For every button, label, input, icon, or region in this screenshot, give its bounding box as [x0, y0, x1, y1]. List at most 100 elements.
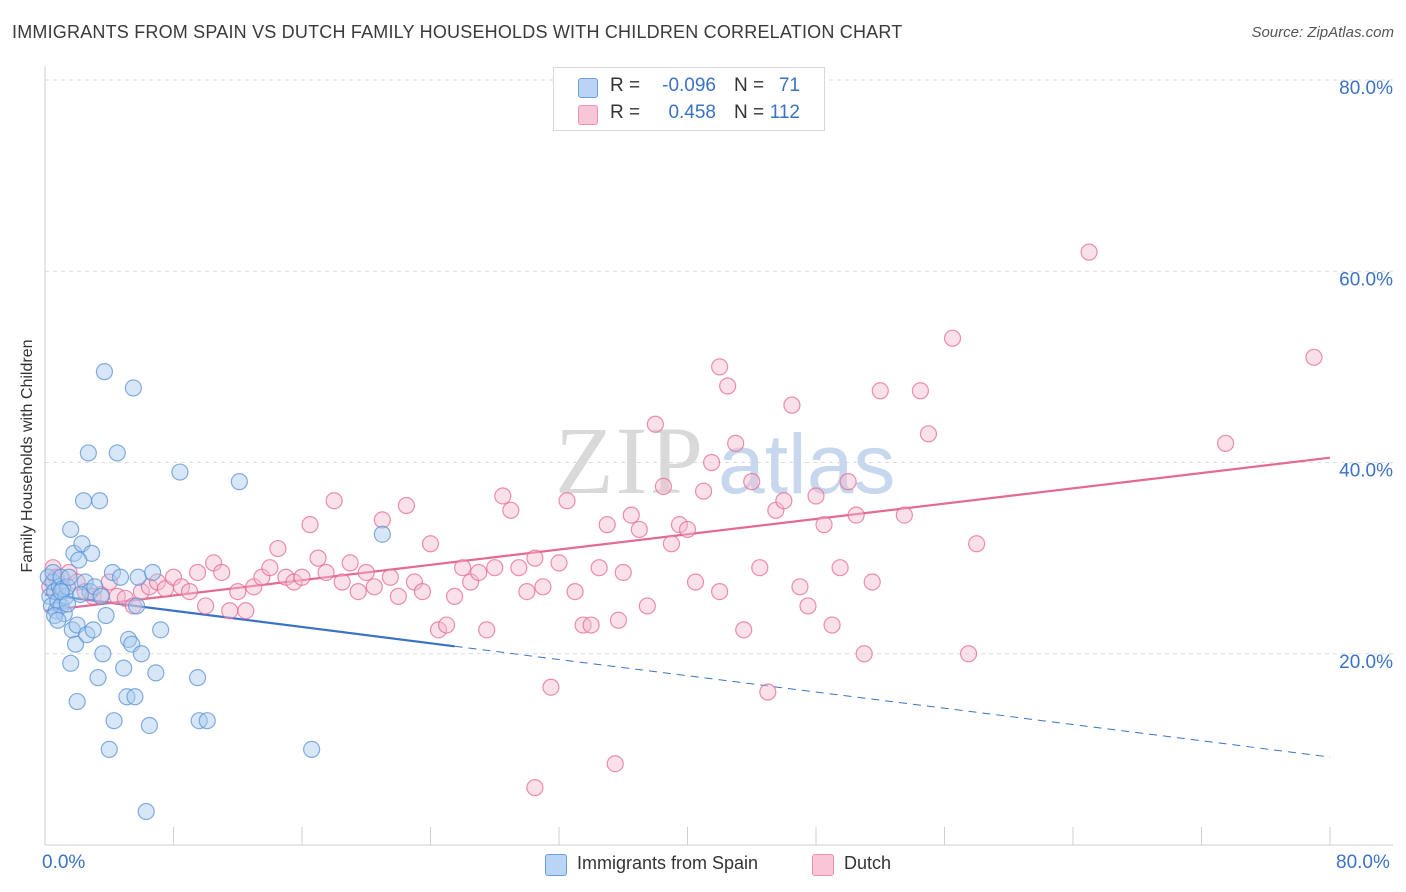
point-dutch — [863, 573, 881, 591]
y-tick-label: 60.0% — [1339, 269, 1393, 290]
series-legend: Immigrants from Spain Dutch — [0, 852, 1406, 878]
n-label: N = — [734, 75, 765, 96]
y-tick-label: 80.0% — [1339, 78, 1393, 99]
point-dutch — [454, 559, 472, 577]
point-dutch — [180, 582, 199, 601]
point-dutch — [365, 578, 383, 596]
legend-swatch-dutch — [578, 105, 598, 125]
point-spain — [188, 669, 207, 687]
point-dutch — [397, 496, 416, 515]
point-dutch — [654, 477, 673, 496]
r-label: R = — [610, 75, 641, 96]
point-spain — [68, 692, 86, 711]
point-dutch — [590, 559, 608, 577]
y-tick-label: 20.0% — [1339, 652, 1393, 673]
point-dutch — [237, 602, 255, 620]
point-dutch — [534, 578, 552, 596]
point-dutch — [309, 549, 327, 567]
legend-swatch-spain — [578, 78, 598, 98]
legend-row-dutch: R = 0.458 N = 112 — [554, 100, 824, 128]
point-spain — [39, 568, 57, 586]
point-dutch — [542, 678, 560, 696]
point-dutch — [1080, 243, 1098, 261]
point-spain — [66, 635, 85, 653]
point-dutch — [646, 415, 664, 433]
point-dutch — [293, 568, 311, 586]
point-dutch — [566, 582, 584, 601]
point-spain — [100, 740, 118, 758]
point-spain — [140, 716, 159, 735]
point-dutch — [959, 645, 978, 663]
point-dutch — [911, 382, 930, 400]
trend-line-spain-extrapolated — [454, 645, 1331, 758]
point-spain — [81, 582, 99, 601]
axes — [44, 66, 1393, 846]
chart-title: IMMIGRANTS FROM SPAIN VS DUTCH FAMILY HO… — [12, 22, 903, 42]
point-dutch — [847, 506, 865, 524]
point-spain — [44, 563, 62, 582]
point-dutch — [333, 573, 351, 591]
source-label: Source: ZipAtlas.com — [1251, 24, 1394, 41]
point-dutch — [518, 582, 536, 601]
x-tick-label-min: 0.0% — [42, 852, 86, 873]
point-dutch — [831, 559, 849, 577]
point-spain — [171, 463, 189, 481]
point-spain — [230, 473, 248, 491]
point-spain — [119, 630, 138, 649]
point-dutch — [622, 506, 640, 524]
point-dutch — [855, 645, 873, 663]
point-spain — [84, 621, 102, 639]
point-spain — [92, 587, 110, 605]
point-dutch — [558, 492, 576, 510]
point-dutch — [670, 516, 689, 534]
point-dutch — [261, 559, 279, 577]
point-spain — [137, 802, 155, 821]
point-dutch — [606, 755, 624, 773]
point-dutch — [871, 382, 889, 400]
point-spain — [60, 568, 78, 586]
point-spain — [79, 444, 97, 462]
point-dutch — [735, 621, 753, 639]
point-dutch — [823, 616, 841, 634]
n-value: 71 — [778, 75, 800, 96]
point-spain — [103, 563, 122, 582]
point-dutch — [702, 453, 721, 472]
point-dutch — [783, 396, 801, 414]
point-dutch — [694, 482, 713, 500]
point-dutch — [381, 568, 399, 586]
point-dutch — [285, 573, 303, 591]
correlation-legend: R = -0.096 N = 71 R = 0.458 N = 112 — [553, 67, 825, 131]
legend-row-spain: R = -0.096 N = 71 — [554, 73, 824, 101]
point-dutch — [486, 559, 504, 577]
point-spain — [97, 606, 115, 625]
point-spain — [111, 568, 130, 586]
point-dutch — [895, 506, 913, 524]
point-dutch — [751, 559, 769, 577]
point-spain — [108, 444, 126, 462]
point-spain — [62, 520, 80, 539]
point-dutch — [510, 559, 528, 577]
point-spain — [152, 621, 170, 639]
point-dutch — [968, 535, 986, 553]
point-dutch — [1216, 434, 1235, 452]
point-spain — [91, 492, 109, 510]
point-dutch — [197, 597, 215, 615]
point-dutch — [429, 621, 448, 639]
point-spain — [127, 597, 146, 615]
watermark-atlas: atlas — [718, 417, 895, 511]
point-dutch — [711, 358, 729, 376]
point-dutch — [815, 516, 833, 534]
point-dutch — [349, 582, 367, 601]
point-dutch — [686, 573, 705, 591]
point-dutch — [478, 621, 496, 639]
point-dutch — [325, 492, 343, 510]
point-dutch — [1305, 348, 1323, 366]
point-dutch — [743, 473, 761, 491]
point-spain — [124, 379, 142, 397]
point-dutch — [609, 611, 628, 629]
point-dutch — [678, 520, 697, 539]
point-spain — [373, 525, 391, 543]
point-spain — [49, 611, 67, 629]
point-dutch — [582, 616, 600, 634]
